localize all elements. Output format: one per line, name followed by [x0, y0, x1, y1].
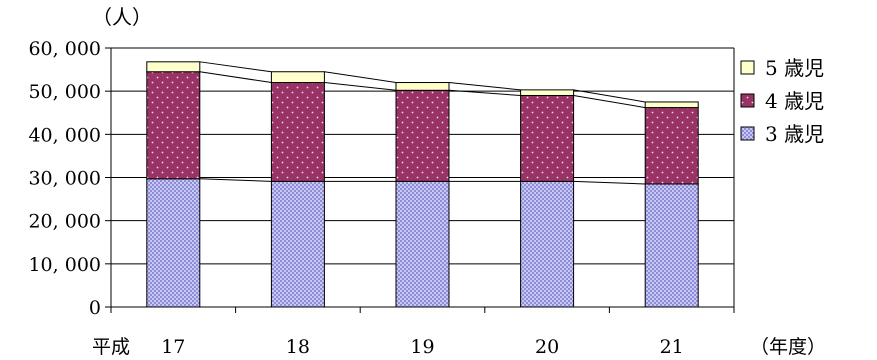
series-connector-lines	[199, 61, 646, 185]
bars	[146, 61, 699, 308]
legend-item: 5 歳児	[740, 56, 824, 80]
y-tick-label: 60, 000	[28, 38, 101, 60]
x-tick-label: 19	[410, 336, 434, 358]
bar-segment-4yo-21	[644, 107, 699, 185]
legend-label: 3 歳児	[765, 122, 824, 146]
y-tick-label: 20, 000	[28, 211, 101, 233]
series-connector-line	[448, 89, 521, 96]
series-connector-line	[324, 82, 397, 91]
bar-segment-4yo-18	[270, 82, 325, 182]
y-tick-labels: 0 10, 000 20, 000 30, 000 40, 000 50, 000 60, …	[28, 38, 101, 319]
y-tick-label: 50, 000	[28, 81, 101, 103]
series-connector-line	[448, 82, 521, 91]
bar-segment-3yo-18	[270, 180, 325, 308]
bar-segment-4yo-19	[395, 89, 450, 182]
bar-segment-5yo-17	[146, 61, 201, 73]
series-connector-line	[199, 178, 272, 182]
series-connector-line	[573, 89, 646, 103]
x-tick-label: 17	[161, 336, 185, 358]
legend-swatch	[740, 126, 755, 141]
bar-segment-3yo-21	[644, 183, 699, 308]
legend-label: 4 歳児	[765, 89, 824, 113]
bar-segment-5yo-21	[644, 101, 699, 109]
x-suffix-label: （年度）	[750, 336, 826, 358]
bar-segment-4yo-17	[146, 71, 201, 180]
series-connector-line	[199, 71, 272, 84]
bar-segment-5yo-20	[520, 89, 575, 96]
y-tick-label: 10, 000	[28, 254, 101, 276]
y-tick-label: 0	[89, 297, 101, 319]
legend-item: 3 歳児	[740, 122, 824, 146]
x-prefix-label: 平成	[92, 336, 130, 358]
x-tick-labels: 17 18 19 20 21	[161, 336, 684, 358]
bar-segment-3yo-17	[146, 178, 201, 308]
legend-item: 4 歳児	[740, 89, 824, 113]
x-tick-label: 18	[286, 336, 310, 358]
bar-segment-5yo-19	[395, 82, 450, 91]
bar-segment-3yo-20	[520, 180, 575, 308]
legend-label: 5 歳児	[765, 56, 824, 80]
series-connector-line	[199, 61, 272, 73]
series-connector-line	[573, 94, 646, 109]
x-tick-label: 20	[535, 336, 559, 358]
series-connector-line	[573, 180, 646, 185]
series-connector-line	[324, 71, 397, 84]
axes	[105, 47, 735, 313]
bar-segment-3yo-19	[395, 180, 450, 308]
y-unit-label: （人）	[92, 5, 152, 29]
x-tick-label: 21	[660, 336, 684, 358]
legend: 5 歳児 4 歳児 3 歳児	[740, 56, 824, 146]
legend-swatch	[740, 93, 755, 108]
bar-segment-5yo-18	[270, 71, 325, 84]
y-tick-label: 40, 000	[28, 124, 101, 146]
legend-swatch	[740, 60, 755, 75]
bar-segment-4yo-20	[520, 94, 575, 182]
y-tick-label: 30, 000	[28, 168, 101, 190]
